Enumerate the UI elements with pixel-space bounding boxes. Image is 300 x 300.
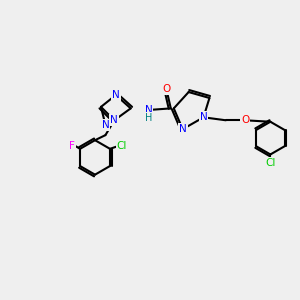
Text: N: N [112, 90, 120, 100]
Text: F: F [69, 141, 75, 151]
Text: N: N [145, 105, 152, 115]
Text: N: N [200, 112, 207, 122]
Text: N: N [179, 124, 187, 134]
Text: Cl: Cl [265, 158, 276, 168]
Text: N: N [110, 115, 118, 125]
Text: H: H [145, 113, 152, 123]
Text: N: N [101, 120, 109, 130]
Text: O: O [241, 115, 249, 125]
Text: O: O [162, 84, 170, 94]
Text: Cl: Cl [117, 141, 127, 151]
